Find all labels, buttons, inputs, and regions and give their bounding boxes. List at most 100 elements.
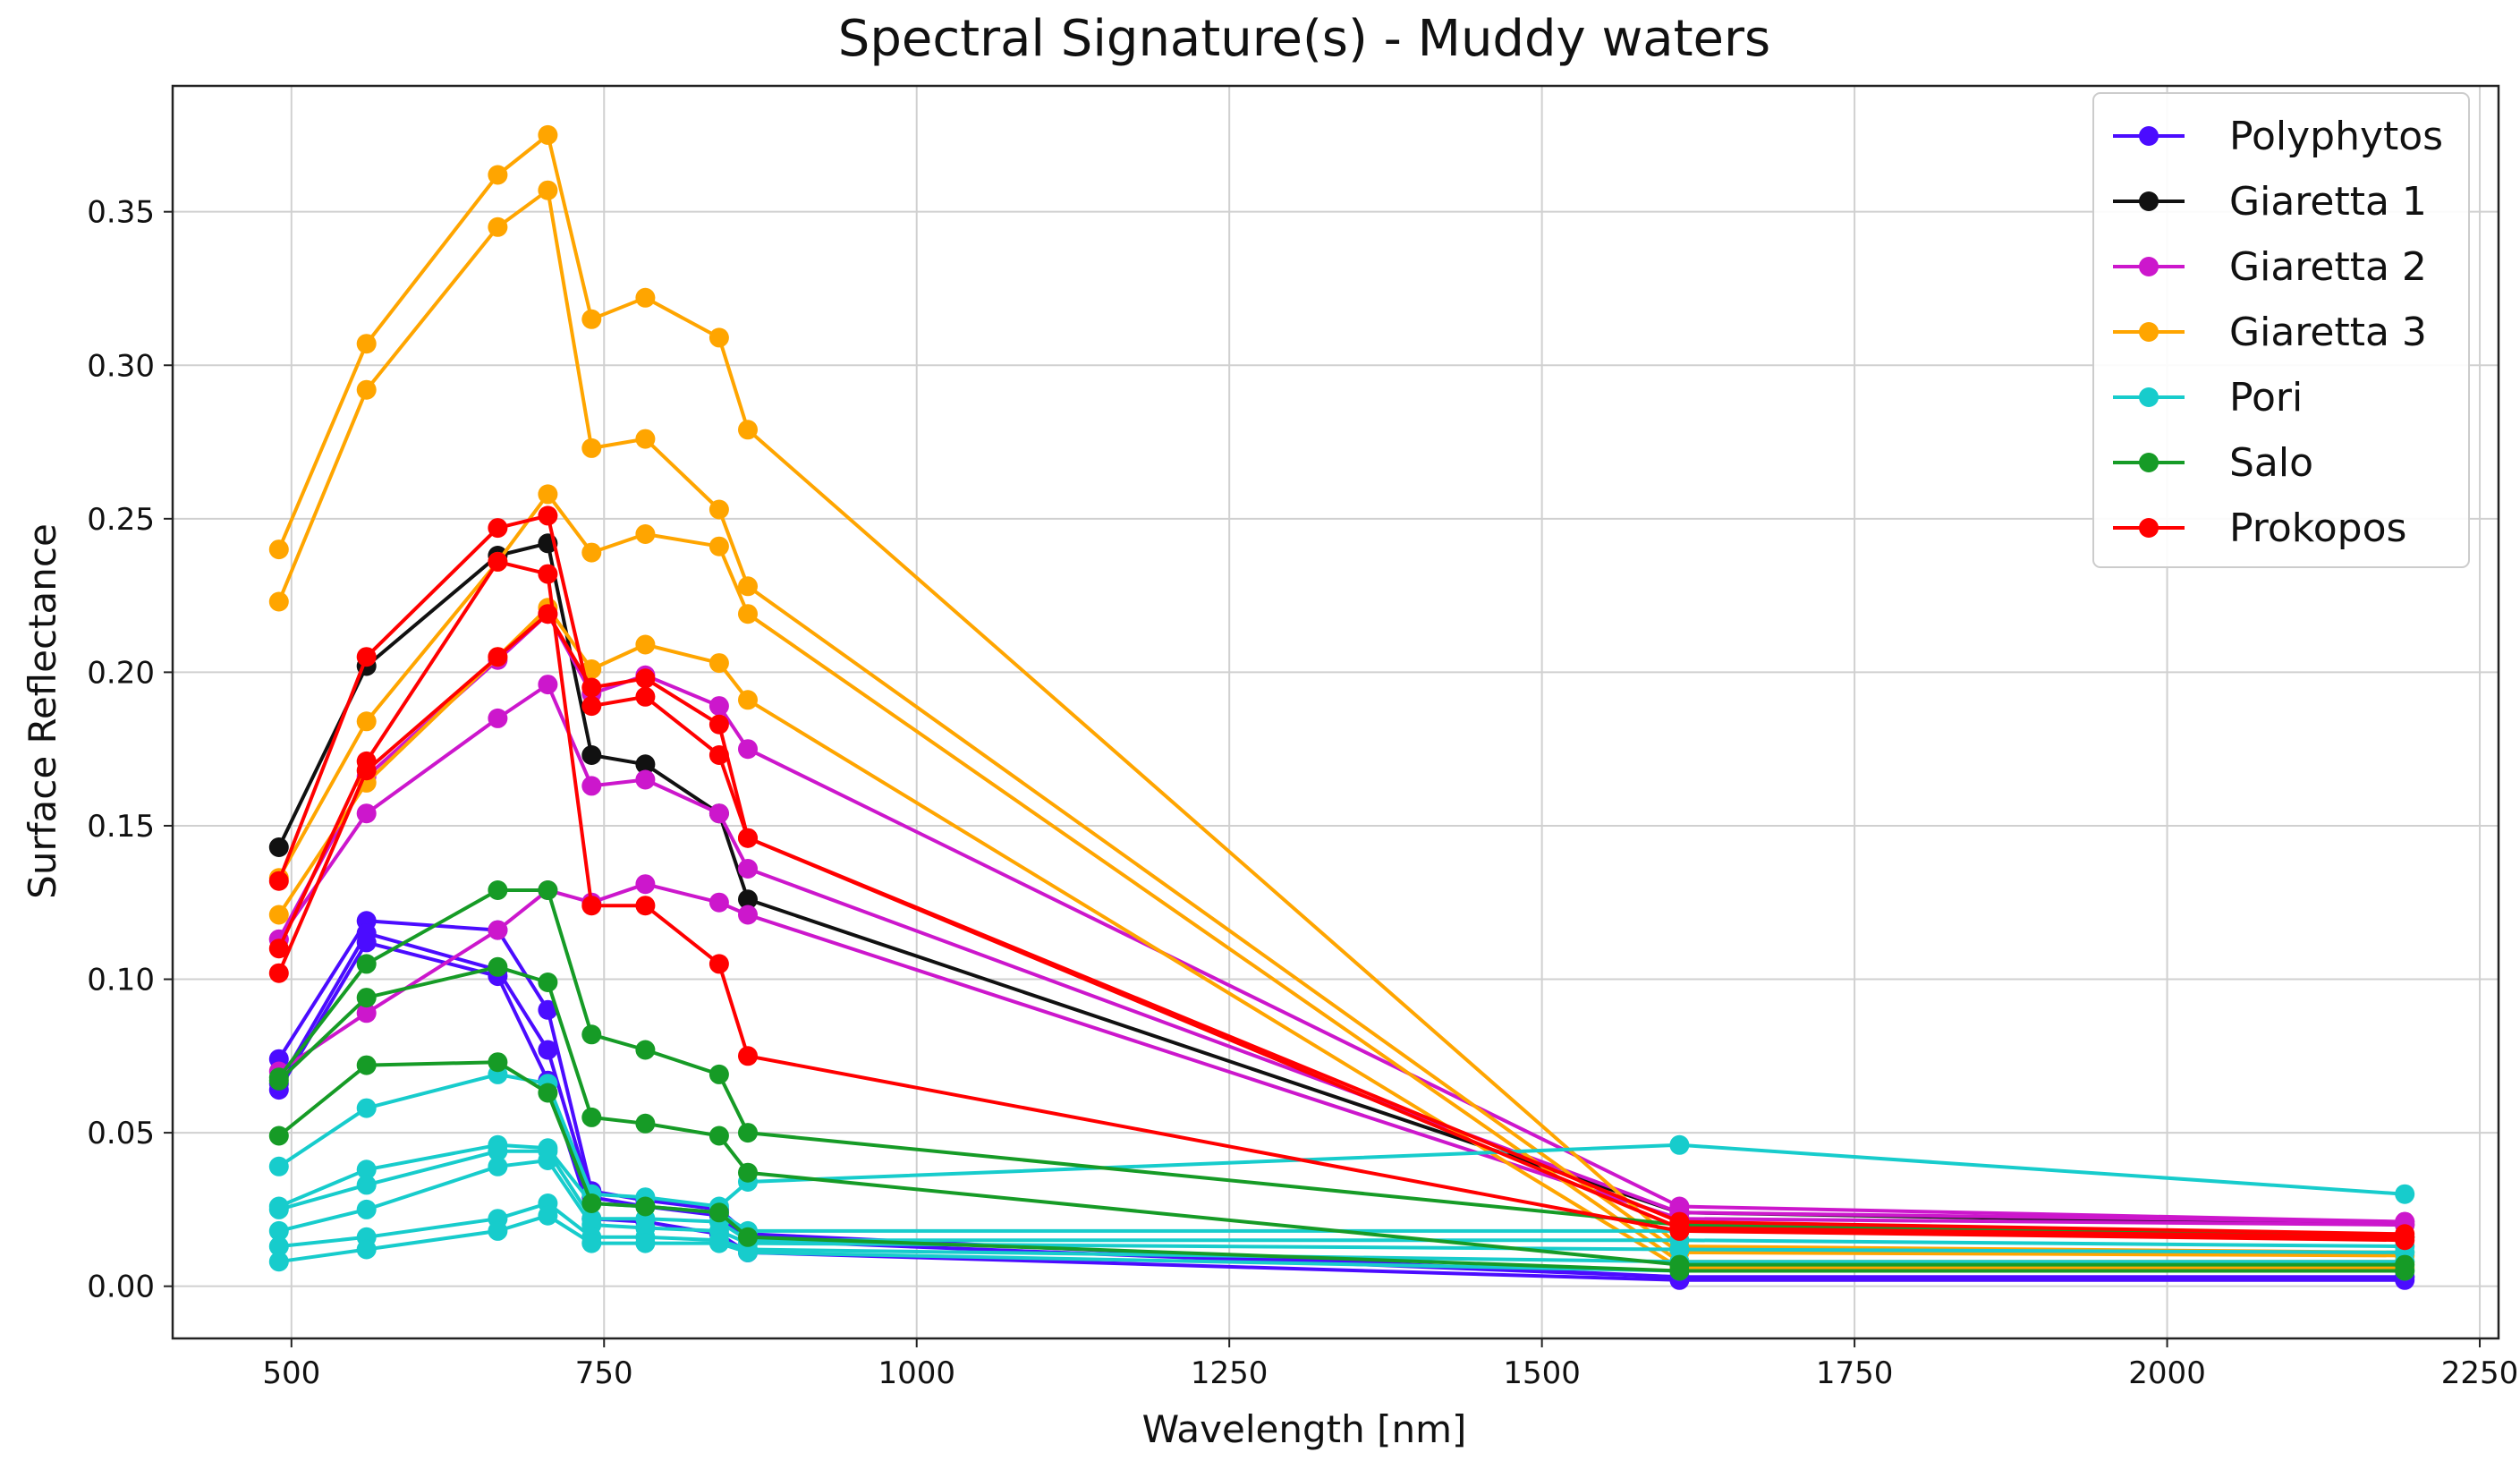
data-point-giaretta-3 <box>738 420 758 440</box>
data-point-pori <box>268 1236 289 1257</box>
legend-items: Polyphytos Giaretta 1 Giaretta 2 Giaretta 3… <box>2113 114 2443 551</box>
data-point-salo <box>356 954 377 974</box>
series-line-salo <box>277 888 2405 1239</box>
series-salo <box>268 1052 2415 1281</box>
data-point-giaretta-2 <box>356 803 377 824</box>
legend-label: Giaretta 2 <box>2229 244 2427 290</box>
chart-title: Spectral Signature(s) - Muddy waters <box>838 10 1770 68</box>
data-point-pori <box>488 1220 508 1241</box>
series-line-pori <box>277 1072 2405 1209</box>
data-point-giaretta-1 <box>738 889 758 910</box>
series-line-giaretta-1 <box>276 541 2405 1227</box>
x-tick-label: 1000 <box>878 1355 955 1391</box>
legend-label: Giaretta 3 <box>2229 310 2427 355</box>
data-point-prokopos <box>708 714 729 735</box>
data-point-giaretta-3 <box>538 180 558 200</box>
series-line-prokopos <box>276 612 2405 1239</box>
data-point-salo <box>488 956 508 977</box>
legend-item-prokopos: Prokopos <box>2113 505 2406 551</box>
data-point-salo <box>356 1055 377 1075</box>
data-point-salo <box>635 1113 656 1134</box>
data-point-pori <box>268 1199 289 1219</box>
data-point-prokopos <box>581 696 602 717</box>
data-point-salo <box>708 1125 729 1146</box>
data-point-giaretta-3 <box>268 539 289 560</box>
data-point-giaretta-2 <box>708 803 729 824</box>
legend-box <box>2092 92 2470 568</box>
data-point-salo <box>708 1202 729 1223</box>
legend-marker <box>2139 191 2159 211</box>
data-point-giaretta-3 <box>738 690 758 710</box>
legend-marker <box>2139 322 2159 342</box>
data-point-prokopos <box>581 896 602 916</box>
data-point-pori <box>2395 1184 2415 1204</box>
legend-item-giaretta-2: Giaretta 2 <box>2113 244 2427 290</box>
series-giaretta-3 <box>268 124 2415 1262</box>
data-point-prokopos <box>708 954 729 974</box>
legend-marker <box>2139 126 2159 146</box>
data-point-giaretta-3 <box>708 536 729 556</box>
data-point-giaretta-3 <box>708 653 729 674</box>
series-line-giaretta-3 <box>277 606 2405 1270</box>
y-tick-label: 0.25 <box>87 502 155 538</box>
data-point-prokopos <box>488 518 508 539</box>
series-prokopos <box>268 604 2415 1247</box>
data-point-prokopos <box>1669 1218 1690 1238</box>
x-tick-label: 500 <box>262 1355 320 1391</box>
data-point-prokopos <box>635 896 656 916</box>
data-point-salo <box>738 1227 758 1247</box>
x-tick-label: 750 <box>575 1355 633 1391</box>
data-point-giaretta-2 <box>488 920 508 940</box>
legend-item-giaretta-1: Giaretta 1 <box>2113 179 2427 225</box>
data-point-giaretta-3 <box>708 499 729 520</box>
data-point-pori <box>356 1159 377 1180</box>
data-point-polyphytos <box>538 1040 558 1060</box>
data-point-salo <box>635 1196 656 1217</box>
plot-frame <box>171 84 2500 1340</box>
data-point-pori <box>538 1205 558 1226</box>
data-point-prokopos <box>738 828 758 848</box>
y-tick-label: 0.15 <box>87 809 155 845</box>
data-point-giaretta-2 <box>708 696 729 717</box>
data-point-giaretta-3 <box>268 905 289 925</box>
legend-marker <box>2139 518 2159 538</box>
data-point-polyphytos <box>356 932 377 953</box>
data-point-giaretta-2 <box>488 708 508 728</box>
series-line-pori <box>278 1213 2405 1273</box>
data-point-prokopos <box>356 760 377 781</box>
data-point-giaretta-2 <box>538 675 558 695</box>
data-point-prokopos <box>635 686 656 707</box>
data-point-pori <box>488 1141 508 1161</box>
data-point-giaretta-3 <box>356 379 377 400</box>
series-line-prokopos <box>276 559 2405 1243</box>
series-line-giaretta-2 <box>277 882 2405 1227</box>
series-line-giaretta-3 <box>276 188 2405 1258</box>
data-point-prokopos <box>538 604 558 624</box>
legend-label: Giaretta 1 <box>2229 179 2427 225</box>
data-point-pori <box>356 1175 377 1195</box>
data-point-salo <box>635 1040 656 1060</box>
data-point-pori <box>488 1156 508 1176</box>
series-line-pori <box>278 1159 2405 1254</box>
data-point-pori <box>356 1199 377 1219</box>
x-tick-label: 1250 <box>1191 1355 1268 1391</box>
data-point-giaretta-2 <box>738 859 758 879</box>
legend-item-salo: Salo <box>2113 440 2313 486</box>
series-line-giaretta-3 <box>276 132 2405 1254</box>
data-point-prokopos <box>538 505 558 526</box>
data-point-giaretta-3 <box>708 327 729 348</box>
data-point-giaretta-3 <box>581 309 602 329</box>
data-point-giaretta-1 <box>635 754 656 775</box>
series-line-prokopos <box>276 514 2405 1236</box>
data-point-prokopos <box>488 647 508 667</box>
series-line-giaretta-2 <box>277 683 2405 1224</box>
y-tick-label: 0.10 <box>87 963 155 998</box>
data-point-giaretta-2 <box>581 776 602 796</box>
data-point-pori <box>268 1220 289 1241</box>
data-point-pori <box>738 1242 758 1262</box>
data-point-pori <box>1669 1134 1690 1155</box>
data-point-giaretta-3 <box>268 591 289 612</box>
data-point-prokopos <box>738 1046 758 1066</box>
data-point-giaretta-3 <box>488 217 508 237</box>
